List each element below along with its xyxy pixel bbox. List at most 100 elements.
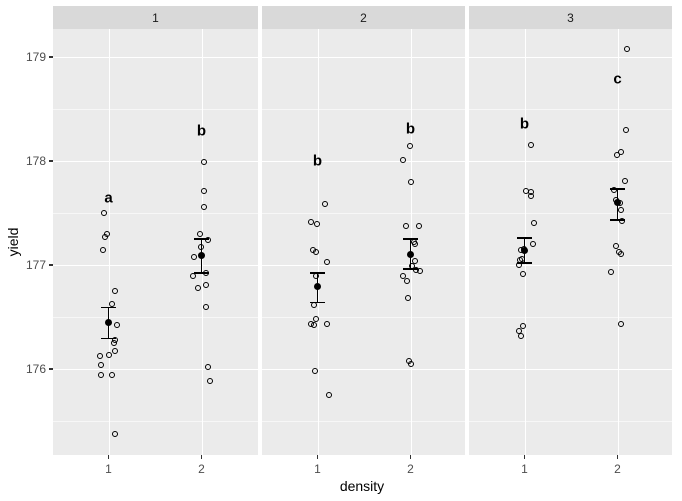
y-tick-label: 176 bbox=[25, 361, 46, 376]
x-tick-label: 1 bbox=[314, 462, 321, 476]
gridline-vertical bbox=[317, 29, 319, 455]
error-bar-cap bbox=[517, 262, 532, 264]
facet-strip: 2 bbox=[262, 6, 465, 29]
jitter-point bbox=[108, 371, 115, 378]
jitter-point bbox=[99, 247, 106, 254]
gridline-minor bbox=[53, 316, 258, 318]
gridline-major bbox=[469, 160, 672, 162]
gridline-major bbox=[53, 160, 258, 162]
jitter-point bbox=[406, 143, 413, 150]
jitter-point bbox=[618, 218, 625, 225]
jitter-point bbox=[110, 339, 117, 346]
jitter-point bbox=[407, 178, 414, 185]
significance-letter: b bbox=[519, 115, 530, 133]
jitter-point bbox=[196, 230, 203, 237]
mean-point bbox=[105, 318, 112, 326]
gridline-vertical bbox=[617, 29, 619, 455]
jitter-point bbox=[411, 241, 418, 248]
jitter-point bbox=[189, 273, 196, 280]
jitter-point bbox=[623, 45, 630, 52]
x-tick-mark bbox=[409, 455, 412, 459]
jitter-point bbox=[206, 378, 213, 385]
jitter-point bbox=[399, 156, 406, 163]
jitter-point bbox=[399, 273, 406, 280]
jitter-point bbox=[607, 269, 614, 276]
gridline-major bbox=[469, 57, 672, 59]
error-bar-cap bbox=[310, 301, 325, 303]
y-tick-mark bbox=[49, 56, 53, 58]
mean-point bbox=[521, 246, 528, 254]
jitter-point bbox=[100, 209, 107, 216]
jitter-point bbox=[204, 236, 211, 243]
x-axis-title: density bbox=[339, 478, 385, 494]
error-bar-cap bbox=[101, 337, 116, 340]
jitter-point bbox=[97, 371, 104, 378]
error-bar-cap bbox=[517, 237, 532, 239]
jitter-point bbox=[617, 148, 624, 155]
jitter-point bbox=[612, 243, 619, 250]
jitter-point bbox=[97, 361, 104, 368]
jitter-point bbox=[325, 391, 332, 398]
jitter-point bbox=[200, 158, 207, 165]
jitter-point bbox=[111, 348, 118, 355]
facet-strip: 1 bbox=[53, 6, 258, 29]
jitter-point bbox=[323, 321, 330, 328]
y-tick-label: 179 bbox=[25, 50, 46, 65]
jitter-point bbox=[200, 188, 207, 195]
error-bar-cap bbox=[310, 272, 325, 274]
gridline-minor bbox=[262, 420, 465, 422]
x-tick-label: 2 bbox=[407, 462, 414, 476]
error-bar-cap bbox=[101, 306, 116, 309]
jitter-point bbox=[527, 193, 534, 200]
gridline-major bbox=[262, 264, 465, 266]
significance-letter: b bbox=[312, 152, 323, 170]
jitter-point bbox=[404, 295, 411, 302]
error-bar-cap bbox=[403, 268, 418, 270]
gridline-major bbox=[53, 368, 258, 370]
facet-strip: 3 bbox=[469, 6, 672, 29]
jitter-point bbox=[111, 287, 118, 294]
gridline-vertical bbox=[108, 29, 110, 455]
significance-letter: a bbox=[104, 189, 113, 207]
x-tick-mark bbox=[316, 455, 319, 459]
jitter-point bbox=[621, 177, 628, 184]
jitter-point bbox=[617, 206, 624, 213]
gridline-minor bbox=[469, 316, 672, 318]
error-bar-cap bbox=[403, 238, 418, 240]
y-axis-title: yield bbox=[5, 227, 21, 257]
jitter-point bbox=[403, 278, 410, 285]
jitter-point bbox=[527, 142, 534, 149]
gridline-major bbox=[262, 160, 465, 162]
gridline-minor bbox=[53, 212, 258, 214]
jitter-point bbox=[313, 221, 320, 228]
gridline-major bbox=[469, 264, 672, 266]
jitter-point bbox=[113, 322, 120, 329]
x-tick-label: 1 bbox=[521, 462, 528, 476]
jitter-point bbox=[96, 353, 103, 360]
x-tick-mark bbox=[616, 455, 619, 459]
jitter-point bbox=[622, 126, 629, 133]
jitter-point bbox=[613, 151, 620, 158]
jitter-point bbox=[529, 241, 536, 248]
jitter-point bbox=[200, 203, 207, 210]
x-tick-label: 2 bbox=[198, 462, 205, 476]
gridline-minor bbox=[469, 109, 672, 110]
jitter-point bbox=[321, 200, 328, 207]
y-tick-label: 177 bbox=[25, 257, 46, 272]
jitter-point bbox=[202, 304, 209, 311]
jitter-point bbox=[407, 360, 414, 367]
gridline-major bbox=[53, 264, 258, 266]
error-bar-cap bbox=[610, 219, 625, 221]
gridline-minor bbox=[262, 316, 465, 318]
facet-strip-label: 1 bbox=[152, 10, 159, 25]
y-tick-mark bbox=[49, 160, 53, 162]
y-tick-mark bbox=[49, 264, 53, 266]
jitter-point bbox=[517, 332, 524, 339]
jitter-point bbox=[519, 323, 526, 330]
jitter-point bbox=[617, 321, 624, 328]
jitter-point bbox=[111, 431, 118, 438]
facet-strip-label: 3 bbox=[567, 10, 574, 25]
